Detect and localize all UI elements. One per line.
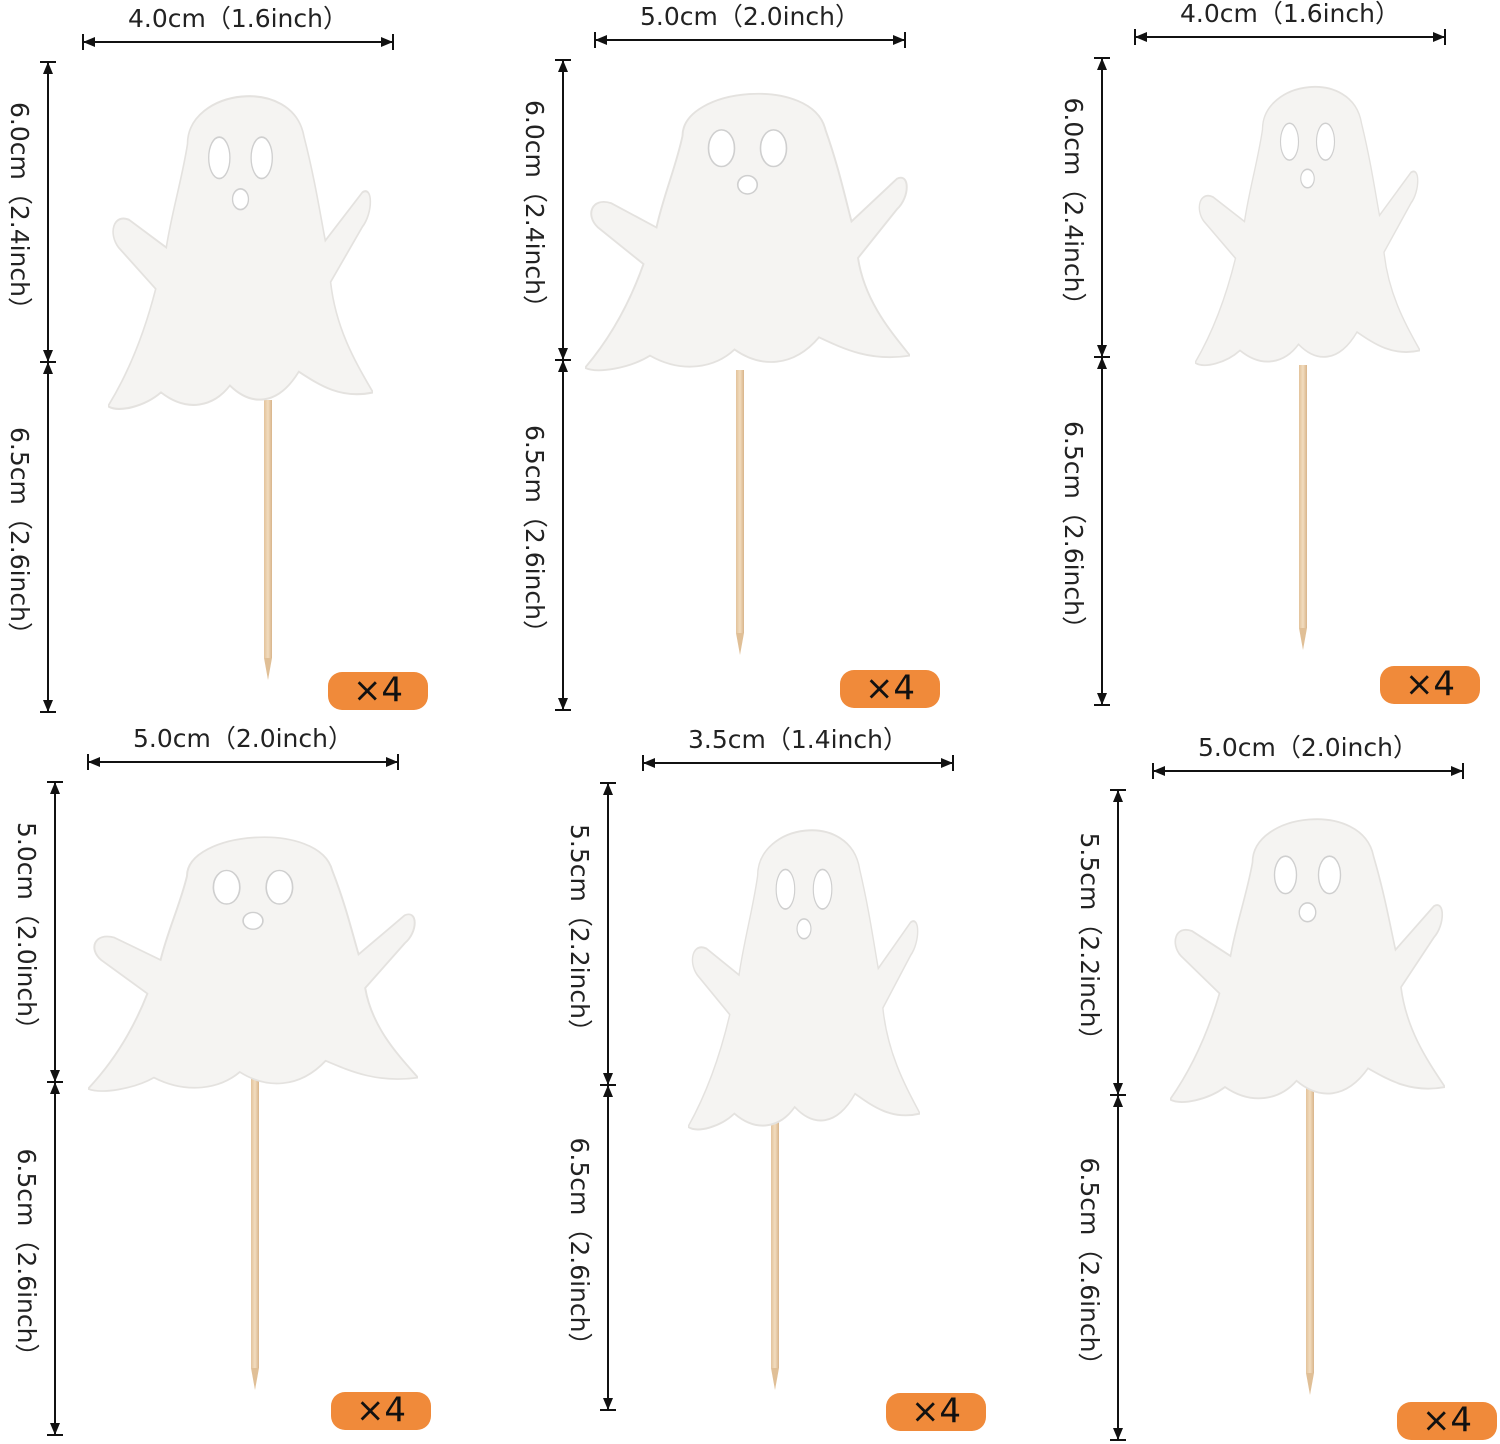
width-label: 5.0cm（2.0inch） <box>133 724 353 753</box>
stick-tip <box>1299 628 1307 650</box>
arrow-head <box>1097 58 1107 70</box>
top-height-label: 5.0cm（2.0inch） <box>12 822 41 1042</box>
stick-height-label: 6.5cm（2.6inch） <box>5 427 34 647</box>
topper-panel: 4.0cm（1.6inch） 6.0cm（2.4inch） 6.5cm（2.6inc… <box>5 4 428 713</box>
arrow-head <box>1097 357 1107 369</box>
topper-panel: 4.0cm（1.6inch） 6.0cm（2.4inch） 6.5cm（2.6inc… <box>1059 0 1480 706</box>
arrow-head <box>558 60 568 72</box>
ghost <box>688 829 920 1131</box>
top-height-label: 6.0cm（2.4inch） <box>5 102 34 322</box>
arrow-head <box>88 757 100 767</box>
arrow-head <box>1135 32 1147 42</box>
quantity-label: ×4 <box>356 1391 406 1431</box>
stick <box>1306 1085 1314 1373</box>
ghost <box>108 95 373 410</box>
arrow-head <box>43 350 53 362</box>
topper-panel: 3.5cm（1.4inch） 5.5cm（2.2inch） 6.5cm（2.6inc… <box>565 725 986 1432</box>
ghost <box>1195 85 1420 367</box>
top-height-label: 5.5cm（2.2inch） <box>1075 833 1104 1053</box>
width-label: 5.0cm（2.0inch） <box>1198 733 1418 762</box>
arrow-head <box>50 1070 60 1082</box>
stick-height-label: 6.5cm（2.6inch） <box>565 1138 594 1358</box>
ghost <box>88 836 418 1092</box>
arrow-head <box>1113 1095 1123 1107</box>
top-height-label: 5.5cm（2.2inch） <box>565 824 594 1044</box>
topper-panel: 5.0cm（2.0inch） 5.5cm（2.2inch） 6.5cm（2.6inc… <box>1075 733 1497 1441</box>
topper-panel: 5.0cm（2.0inch） 6.0cm（2.4inch） 6.5cm（2.6inc… <box>520 2 940 711</box>
stick-height-label: 6.5cm（2.6inch） <box>520 425 549 645</box>
stick-tip <box>771 1368 779 1390</box>
arrow-head <box>603 783 613 795</box>
topper-panel: 5.0cm（2.0inch） 5.0cm（2.0inch） 6.5cm（2.6inc… <box>12 724 431 1436</box>
top-height-label: 6.0cm（2.4inch） <box>520 100 549 320</box>
arrow-head <box>941 758 953 768</box>
arrow-head <box>1153 766 1165 776</box>
arrow-head <box>1113 1083 1123 1095</box>
stick-tip <box>1306 1373 1314 1395</box>
quantity-label: ×4 <box>865 669 915 709</box>
arrow-head <box>50 782 60 794</box>
arrow-head <box>43 362 53 374</box>
arrow-head <box>1113 790 1123 802</box>
arrow-head <box>1097 693 1107 705</box>
arrow-head <box>1113 1428 1123 1440</box>
arrow-head <box>558 348 568 360</box>
quantity-label: ×4 <box>1422 1401 1472 1441</box>
arrow-head <box>1097 345 1107 357</box>
stick <box>264 400 272 658</box>
quantity-badge <box>1380 666 1480 704</box>
stick <box>736 370 744 633</box>
arrow-head <box>1433 32 1445 42</box>
quantity-badge <box>840 670 940 708</box>
arrow-head <box>1451 766 1463 776</box>
quantity-badge <box>886 1393 986 1431</box>
width-label: 5.0cm（2.0inch） <box>640 2 860 31</box>
stick-height-label: 6.5cm（2.6inch） <box>1075 1158 1104 1378</box>
stick-tip <box>264 658 272 680</box>
top-height-label: 6.0cm（2.4inch） <box>1059 98 1088 318</box>
ghost <box>1170 818 1445 1103</box>
quantity-badge <box>331 1392 431 1430</box>
arrow-head <box>603 1073 613 1085</box>
stick-height-label: 6.5cm（2.6inch） <box>1059 421 1088 641</box>
stick-tip <box>736 633 744 655</box>
arrow-head <box>595 35 607 45</box>
arrow-head <box>386 757 398 767</box>
stick <box>251 1060 259 1368</box>
arrow-head <box>558 698 568 710</box>
stick-tip <box>251 1368 259 1390</box>
stick-height-label: 6.5cm（2.6inch） <box>12 1149 41 1369</box>
arrow-head <box>603 1085 613 1097</box>
quantity-label: ×4 <box>1405 665 1455 705</box>
arrow-head <box>893 35 905 45</box>
quantity-badge <box>328 672 428 710</box>
quantity-label: ×4 <box>911 1392 961 1432</box>
arrow-head <box>603 1398 613 1410</box>
arrow-head <box>83 37 95 47</box>
ghost <box>585 92 910 372</box>
arrow-head <box>50 1423 60 1435</box>
stick <box>771 1020 779 1368</box>
stick <box>1299 365 1307 628</box>
quantity-label: ×4 <box>353 671 403 711</box>
width-label: 3.5cm（1.4inch） <box>688 725 908 754</box>
arrow-head <box>50 1082 60 1094</box>
quantity-badge <box>1397 1402 1497 1440</box>
arrow-head <box>558 360 568 372</box>
arrow-head <box>43 62 53 74</box>
arrow-head <box>643 758 655 768</box>
arrow-head <box>43 700 53 712</box>
arrow-head <box>381 37 393 47</box>
width-label: 4.0cm（1.6inch） <box>1180 0 1400 28</box>
width-label: 4.0cm（1.6inch） <box>128 4 348 33</box>
